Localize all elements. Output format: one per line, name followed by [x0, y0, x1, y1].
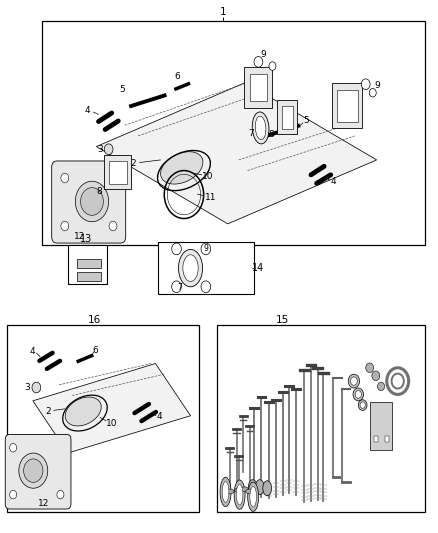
Circle shape [369, 88, 376, 97]
FancyBboxPatch shape [277, 100, 297, 134]
Text: 1: 1 [220, 7, 227, 17]
Ellipse shape [220, 478, 231, 506]
Ellipse shape [248, 480, 257, 495]
Circle shape [57, 490, 64, 499]
Text: 4: 4 [331, 177, 336, 185]
FancyBboxPatch shape [217, 325, 425, 512]
Text: 6: 6 [174, 72, 180, 81]
Circle shape [172, 243, 181, 255]
Circle shape [348, 374, 360, 388]
Circle shape [19, 453, 48, 488]
Circle shape [361, 79, 370, 90]
Circle shape [104, 144, 113, 155]
Circle shape [10, 490, 17, 499]
Ellipse shape [252, 112, 269, 144]
Circle shape [353, 388, 364, 401]
Text: 16: 16 [88, 316, 101, 325]
FancyBboxPatch shape [104, 155, 131, 189]
Circle shape [24, 459, 43, 482]
FancyBboxPatch shape [42, 21, 425, 245]
Ellipse shape [222, 482, 229, 502]
FancyBboxPatch shape [52, 161, 126, 243]
Ellipse shape [250, 487, 257, 507]
FancyBboxPatch shape [374, 436, 378, 442]
Ellipse shape [235, 488, 243, 492]
Text: 6: 6 [92, 346, 99, 355]
Polygon shape [96, 83, 377, 224]
Text: 9: 9 [374, 81, 381, 90]
FancyBboxPatch shape [337, 90, 358, 122]
Circle shape [75, 181, 109, 222]
Text: 10: 10 [106, 419, 117, 428]
FancyBboxPatch shape [244, 67, 272, 108]
Circle shape [355, 391, 361, 398]
Ellipse shape [234, 480, 245, 510]
Text: 13: 13 [80, 234, 92, 244]
Text: 5: 5 [120, 85, 126, 94]
Ellipse shape [179, 249, 202, 287]
Text: 8: 8 [268, 130, 275, 139]
FancyBboxPatch shape [250, 74, 267, 101]
Ellipse shape [237, 484, 243, 505]
FancyBboxPatch shape [68, 245, 107, 284]
Circle shape [61, 173, 69, 183]
Ellipse shape [161, 152, 203, 184]
Ellipse shape [255, 480, 264, 495]
Circle shape [10, 443, 17, 452]
Ellipse shape [65, 397, 101, 426]
Text: 7: 7 [248, 129, 254, 138]
FancyBboxPatch shape [332, 83, 362, 128]
Circle shape [358, 400, 367, 410]
Text: 9: 9 [260, 51, 266, 59]
FancyBboxPatch shape [282, 106, 293, 129]
Circle shape [61, 221, 69, 231]
Circle shape [269, 62, 276, 70]
Ellipse shape [248, 482, 258, 512]
Circle shape [372, 371, 380, 381]
Text: 12: 12 [74, 232, 85, 241]
Text: 15: 15 [276, 316, 289, 325]
Circle shape [350, 377, 357, 385]
Ellipse shape [183, 255, 198, 281]
Text: 3: 3 [24, 383, 30, 392]
Text: 4: 4 [157, 413, 162, 421]
Text: 7: 7 [177, 284, 182, 292]
Circle shape [81, 188, 103, 215]
FancyBboxPatch shape [77, 259, 101, 268]
Circle shape [201, 243, 211, 255]
Text: 10: 10 [202, 173, 214, 181]
Text: 8: 8 [96, 188, 102, 196]
Circle shape [254, 56, 263, 67]
FancyBboxPatch shape [370, 402, 392, 450]
Ellipse shape [226, 489, 234, 494]
Text: 11: 11 [205, 193, 216, 201]
Text: 2: 2 [131, 159, 136, 168]
FancyBboxPatch shape [7, 325, 199, 512]
FancyBboxPatch shape [158, 242, 254, 294]
Circle shape [360, 402, 365, 408]
FancyBboxPatch shape [5, 434, 71, 509]
Text: 4: 4 [29, 348, 35, 356]
Circle shape [378, 382, 385, 391]
FancyBboxPatch shape [109, 161, 127, 184]
Circle shape [109, 221, 117, 231]
Ellipse shape [246, 489, 254, 494]
Text: 12: 12 [38, 499, 49, 507]
Text: 3: 3 [97, 145, 103, 154]
Text: 5: 5 [304, 117, 310, 125]
FancyBboxPatch shape [385, 436, 389, 442]
Circle shape [172, 281, 181, 293]
Text: 4: 4 [85, 107, 90, 115]
Text: 9: 9 [203, 245, 208, 253]
Circle shape [32, 382, 41, 393]
Polygon shape [33, 364, 191, 453]
Circle shape [366, 363, 374, 373]
Text: 14: 14 [252, 263, 265, 273]
Ellipse shape [255, 116, 266, 140]
Ellipse shape [263, 481, 272, 496]
Ellipse shape [240, 487, 248, 491]
FancyBboxPatch shape [77, 272, 101, 281]
Text: 2: 2 [46, 407, 51, 416]
Circle shape [201, 281, 211, 293]
